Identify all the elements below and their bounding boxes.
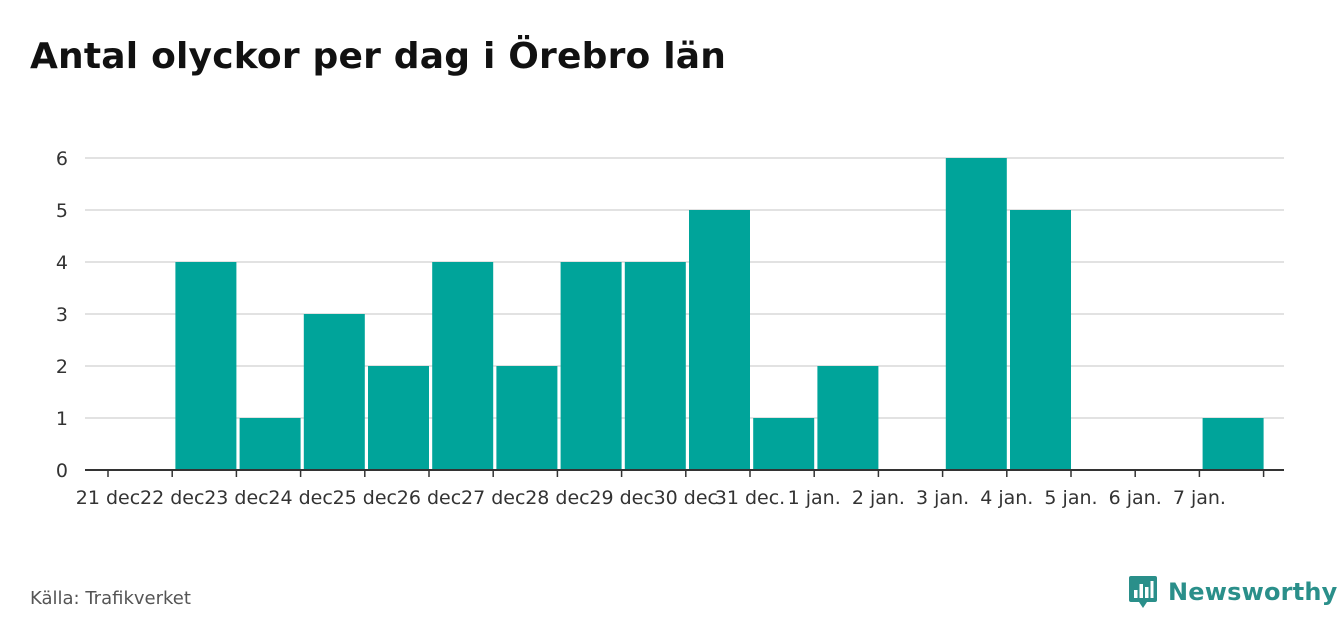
x-tick-label: 2 jan. — [852, 487, 905, 509]
newsworthy-logo-icon — [1129, 576, 1157, 608]
bar — [1010, 210, 1071, 470]
x-tick-label: 21 dec — [76, 487, 140, 509]
y-tick-label: 5 — [56, 200, 68, 222]
x-tick-label: 5 jan. — [1044, 487, 1097, 509]
x-tick-label: 26 dec — [397, 487, 461, 509]
x-tick-label: 30 dec — [654, 487, 718, 509]
x-tick-label: 28 dec — [525, 487, 589, 509]
x-tick-label: 24 dec — [268, 487, 332, 509]
bar — [175, 262, 237, 470]
x-tick-label: 25 dec — [333, 487, 397, 509]
bar — [496, 366, 558, 470]
x-tick-label: 27 dec — [461, 487, 525, 509]
y-tick-label: 2 — [56, 356, 68, 378]
x-tick-label: 31 dec. — [715, 487, 785, 509]
x-tick-label: 22 dec — [140, 487, 204, 509]
brand-name: Newsworthy — [1168, 578, 1338, 606]
x-tick-label: 3 jan. — [916, 487, 969, 509]
y-tick-label: 3 — [56, 304, 68, 326]
x-tick-label: 4 jan. — [980, 487, 1033, 509]
bar — [303, 314, 365, 470]
bar — [624, 262, 686, 470]
bar — [945, 158, 1007, 470]
bar — [1202, 418, 1264, 470]
bar — [239, 418, 301, 470]
chart-title: Antal olyckor per dag i Örebro län — [30, 36, 727, 77]
bar — [817, 366, 879, 470]
x-tick-label: 29 dec — [589, 487, 653, 509]
bar — [368, 366, 429, 470]
source-label: Källa: Trafikverket — [30, 588, 191, 609]
bar — [753, 418, 815, 470]
x-tick-label: 1 jan. — [788, 487, 841, 509]
bar — [432, 262, 494, 470]
brand-logo: Newsworthy — [1128, 574, 1338, 610]
y-tick-label: 6 — [56, 148, 68, 170]
y-tick-label: 0 — [56, 460, 68, 482]
x-tick-label: 7 jan. — [1173, 487, 1226, 509]
x-tick-label: 6 jan. — [1109, 487, 1162, 509]
y-tick-label: 4 — [56, 252, 68, 274]
bar — [689, 210, 750, 470]
x-tick-label: 23 dec — [204, 487, 268, 509]
bar — [560, 262, 622, 470]
y-tick-label: 1 — [56, 408, 68, 430]
